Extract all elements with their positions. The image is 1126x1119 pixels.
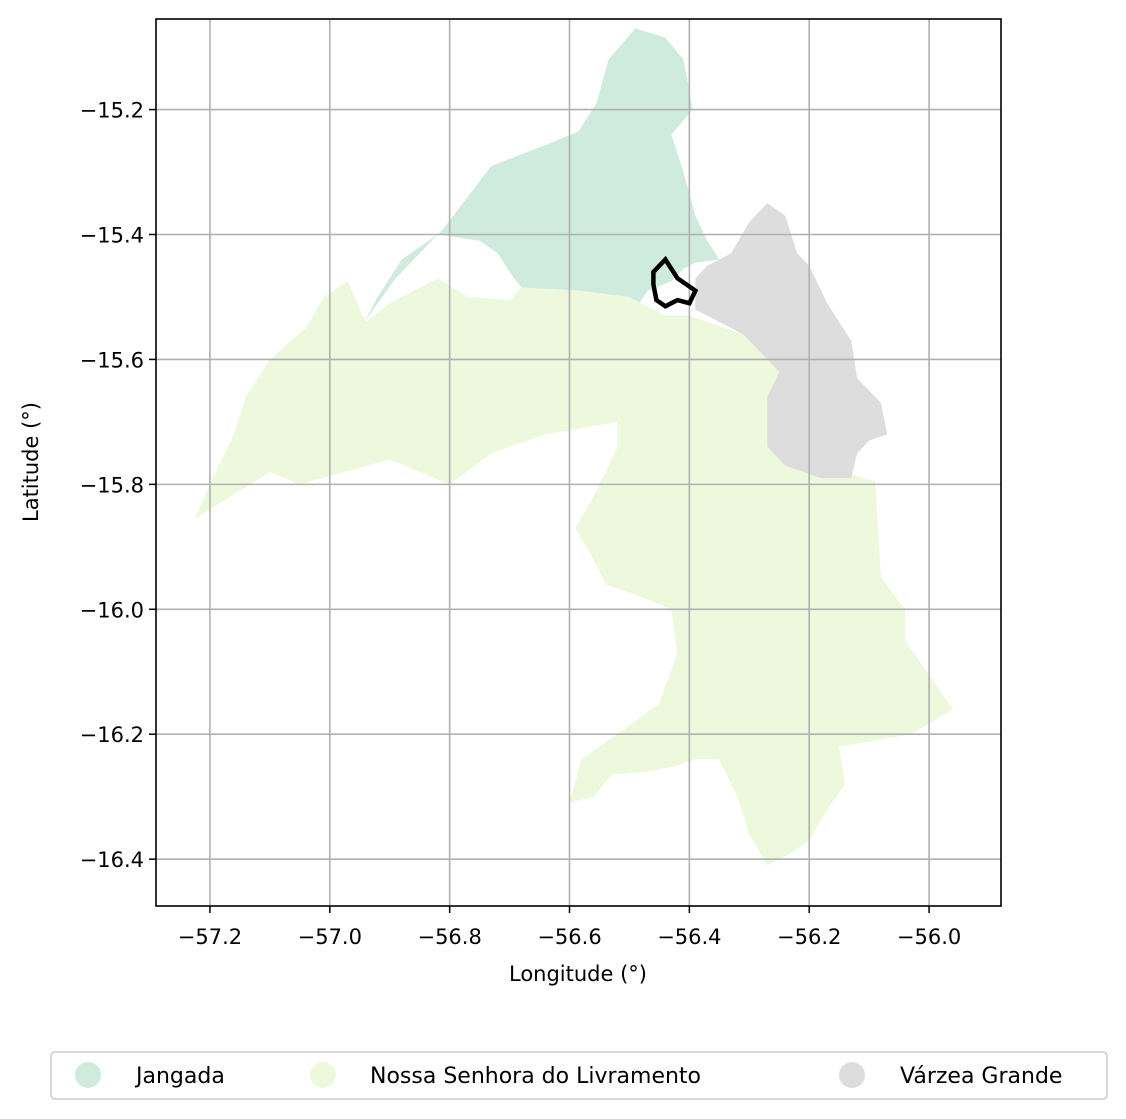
y-tick-label: −16.0 [80,598,144,622]
ticks-layer: −57.2 −57.0 −56.8 −56.6 −56.4 −56.2 −56.0 −15.2… [80,99,962,949]
regions-layer [195,28,954,866]
region-nossa-senhora-do-livramento [195,278,954,866]
grid-layer [156,19,1001,906]
y-tick-label: −15.8 [80,473,144,497]
x-tick-label: −56.0 [897,925,961,949]
x-tick-label: −56.6 [537,925,601,949]
highlight-layer [651,255,699,309]
x-tick-label: −57.0 [298,925,362,949]
legend: Jangada Nossa Senhora do Livramento Várzea… [50,1051,1108,1100]
x-tick-label: −57.2 [178,925,242,949]
y-axis-label: Latitude (°) [19,402,43,522]
y-tick-label: −15.6 [80,348,144,372]
y-tick-label: −15.4 [80,224,144,248]
y-tick-label: −16.4 [80,848,144,872]
legend-label-jangada: Jangada [134,1064,225,1089]
region-varzea-grande [695,203,888,479]
legend-label-nossa-senhora-do-livramento: Nossa Senhora do Livramento [370,1064,701,1089]
legend-box [50,1051,1108,1100]
highlight-outline [651,255,699,309]
y-tick-label: −16.2 [80,723,144,747]
axes-frame [155,18,1002,907]
x-tick-label: −56.4 [657,925,721,949]
legend-items: Jangada Nossa Senhora do Livramento Várzea… [75,1062,1062,1089]
region-jangada [364,28,720,332]
legend-label-varzea-grande: Várzea Grande [900,1064,1062,1089]
x-tick-label: −56.2 [777,925,841,949]
legend-marker-varzea-grande [839,1062,865,1088]
x-axis-label: Longitude (°) [509,962,647,986]
legend-marker-nossa-senhora-do-livramento [310,1062,336,1088]
y-tick-label: −15.2 [80,99,144,123]
legend-marker-jangada [75,1062,101,1088]
x-tick-label: −56.8 [417,925,481,949]
